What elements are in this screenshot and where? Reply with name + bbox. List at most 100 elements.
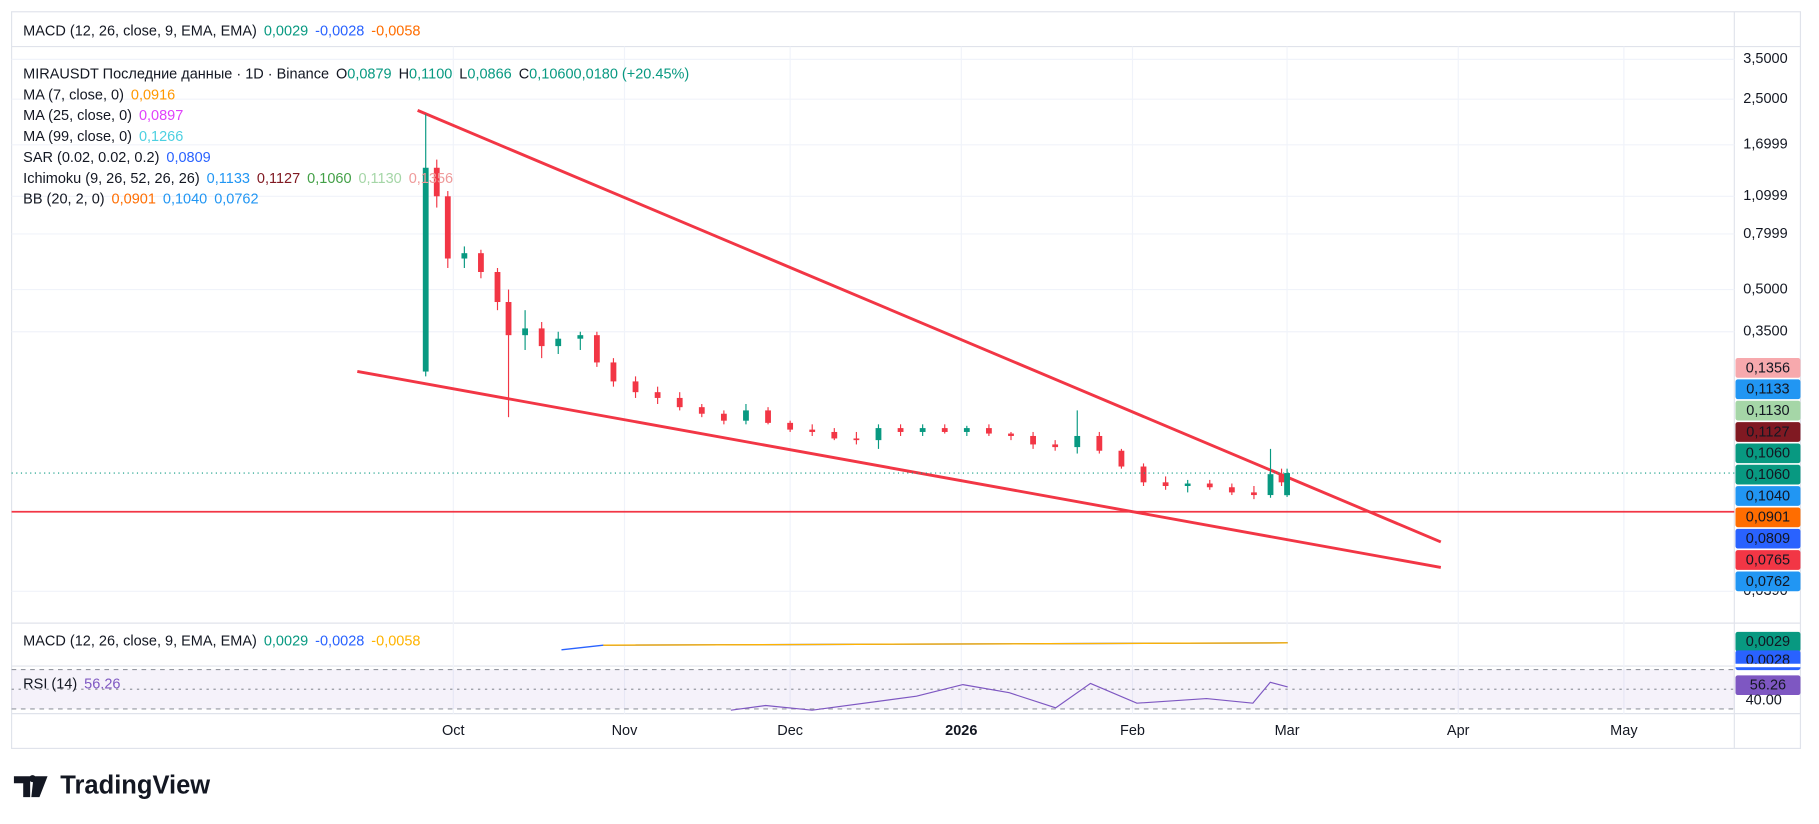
ohlc-key: L — [459, 66, 467, 82]
price-tag — [1735, 464, 1801, 485]
candle-body — [1074, 435, 1081, 448]
price-tag-label: 0,1130 — [1746, 403, 1789, 419]
candle-body — [720, 413, 727, 421]
legend: MA (25, close, 0) 0,0897 — [23, 108, 183, 124]
price-tag-label: 0,1060 — [1746, 467, 1790, 483]
trend-line — [357, 369, 1442, 569]
x-tick-label: May — [1610, 723, 1638, 739]
legend-value: 0,0029 — [264, 23, 308, 39]
legend-value: 0,0809 — [166, 150, 210, 166]
price-tag-label: 0,0762 — [1746, 574, 1790, 590]
candle-body — [919, 428, 926, 432]
candle-body — [1052, 444, 1059, 448]
price-tag — [1735, 507, 1801, 528]
price-tag-label: 0,1133 — [1746, 382, 1789, 398]
legend-value: 0,0916 — [131, 87, 175, 103]
candle-body — [897, 428, 904, 432]
candle-body — [522, 328, 529, 336]
candle-body — [461, 253, 468, 259]
candle-body — [1251, 492, 1257, 496]
y-tick-label: 0,7999 — [1743, 226, 1787, 242]
legend-name: MA (25, close, 0) — [23, 108, 132, 124]
price-tag-label: 0,1040 — [1746, 488, 1790, 504]
candle-body — [1030, 435, 1036, 445]
price-tag — [1735, 358, 1801, 378]
candle-body — [1228, 487, 1235, 493]
legend-value: -0,0058 — [371, 634, 420, 650]
price-tag-label: 0,1127 — [1746, 424, 1789, 440]
x-tick-label: Nov — [612, 723, 639, 739]
candle-body — [1284, 473, 1290, 496]
candle-body — [1162, 482, 1169, 486]
price-tag-label: 0,0765 — [1746, 552, 1790, 568]
candle-body — [831, 431, 838, 439]
price-tag — [1735, 400, 1801, 421]
frame — [11, 11, 1802, 750]
legend-name: RSI (14) — [23, 676, 77, 692]
candle-body — [1096, 435, 1103, 451]
price-tag — [1735, 571, 1801, 592]
ohlc-key: C — [519, 66, 529, 82]
legend-value: 0,1040 — [163, 192, 207, 208]
ohlc-value: 0,0180 (+20.45%) — [574, 66, 690, 82]
price-tag — [1735, 422, 1801, 442]
candle-body — [1118, 450, 1125, 467]
legend-value: 0,1133 — [207, 171, 250, 187]
legend-value: 0,0897 — [139, 108, 183, 124]
ohlc-value: 0,0866 — [467, 66, 511, 82]
candle-body — [963, 428, 970, 432]
signal-line — [603, 642, 1288, 646]
brand-logo — [13, 775, 48, 798]
legend-name: BB (20, 2, 0) — [23, 192, 104, 208]
legend-value: 0,1266 — [139, 129, 183, 145]
ohlc-key: O — [336, 66, 347, 82]
candle-body — [875, 428, 882, 441]
legend-value: 0,0762 — [214, 192, 258, 208]
price-tag-label: 0,1060 — [1746, 446, 1790, 462]
legend: MA (7, close, 0) 0,0916 — [23, 87, 175, 103]
candle-body — [1140, 466, 1147, 483]
legend-name: MACD (12, 26, close, 9, EMA, EMA) — [23, 23, 257, 39]
legend: SAR (0.02, 0.02, 0.2) 0,0809 — [23, 150, 211, 166]
ohlc-key: H — [399, 66, 409, 82]
price-tag — [1735, 528, 1801, 549]
price-tag — [1735, 379, 1801, 400]
price-tag — [1735, 443, 1801, 464]
price-tag — [1735, 486, 1801, 506]
y-tick-label: 1,6999 — [1743, 137, 1787, 153]
candle-body — [422, 167, 429, 372]
legend-name: MA (7, close, 0) — [23, 87, 124, 103]
x-tick-label: Mar — [1275, 723, 1300, 739]
price-tag-label: 0,1356 — [1746, 360, 1790, 376]
candle-body — [610, 362, 617, 382]
macd-tag — [1735, 631, 1801, 652]
y-tick-label: 0,3500 — [1743, 324, 1787, 340]
x-tick-label: Oct — [442, 723, 465, 739]
legend-value: 0,1356 — [409, 171, 453, 187]
legend-name: MA (99, close, 0) — [23, 129, 132, 145]
legend-name: SAR (0.02, 0.02, 0.2) — [23, 150, 159, 166]
legend: BB (20, 2, 0) 0,0901 0,1040 0,0762 — [23, 192, 258, 208]
ohlc-value: 0,1100 — [409, 66, 452, 82]
candle-body — [505, 302, 512, 336]
candle-body — [1008, 433, 1014, 436]
legend-value: 56.26 — [84, 676, 120, 692]
x-tick-label: 2026 — [945, 723, 977, 739]
legend: MACD (12, 26, close, 9, EMA, EMA) 0,0029-… — [23, 634, 420, 650]
legend-value: 0,1127 — [257, 171, 300, 187]
candle-body — [478, 253, 484, 272]
pane-mask — [1735, 663, 1801, 668]
candle-body — [698, 407, 705, 414]
y-tick-label: 0,5000 — [1743, 281, 1787, 297]
y-tick-label: 1,0999 — [1743, 188, 1787, 204]
candle-body — [853, 438, 860, 441]
candle-body — [1278, 474, 1285, 483]
rsi-line — [730, 681, 1288, 711]
candle-body — [1206, 483, 1213, 488]
legend: MIRAUSDT Последние данные · 1D · Binance… — [23, 66, 689, 82]
rsi-tag-label: 56.26 — [1750, 678, 1786, 694]
legend-value: 0,1130 — [358, 171, 401, 187]
macd-tag-label: 0,0029 — [1746, 634, 1790, 650]
